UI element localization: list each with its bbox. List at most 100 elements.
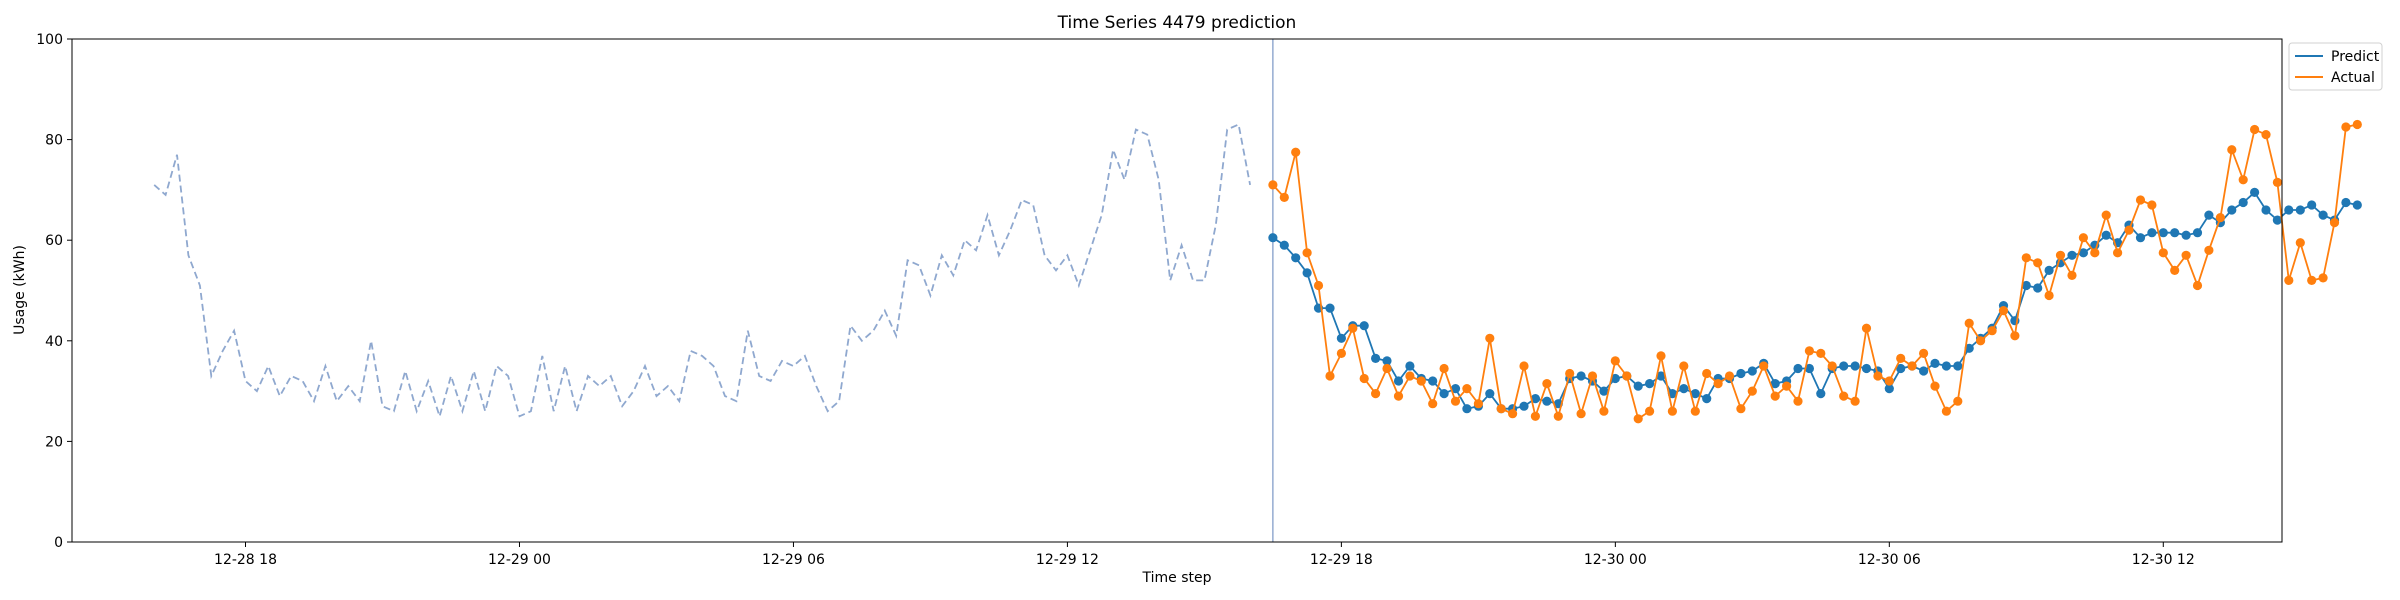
predict-point xyxy=(1325,303,1335,313)
predict-point xyxy=(1530,394,1540,404)
actual-point xyxy=(1941,406,1951,416)
predict-point xyxy=(1405,361,1415,371)
actual-point xyxy=(1496,404,1506,414)
actual-point xyxy=(2181,250,2191,260)
actual-point xyxy=(1633,414,1643,424)
predict-point xyxy=(1770,379,1780,389)
actual-point xyxy=(1679,361,1689,371)
actual-point xyxy=(1336,348,1346,358)
predict-point xyxy=(2021,280,2031,291)
actual-point xyxy=(1359,373,1369,384)
actual-point xyxy=(2295,238,2305,248)
x-tick-label: 12-29 12 xyxy=(1036,552,1099,568)
y-tick-label: 100 xyxy=(36,32,63,48)
actual-point xyxy=(1530,411,1540,421)
predict-point xyxy=(1462,404,1472,414)
chart-title: Time Series 4479 prediction xyxy=(1057,13,1297,33)
predict-point xyxy=(2181,230,2191,240)
actual-line xyxy=(1272,123,2358,421)
predict-point xyxy=(1941,361,1951,371)
actual-series xyxy=(1268,119,2362,424)
predict-point xyxy=(1896,363,1906,374)
actual-point xyxy=(1348,323,1358,333)
predict-point xyxy=(1450,384,1461,394)
actual-point xyxy=(1645,406,1655,416)
actual-point xyxy=(1610,356,1620,366)
actual-point xyxy=(2055,250,2066,260)
actual-point xyxy=(1667,406,1677,416)
predict-point xyxy=(2318,210,2328,220)
actual-point xyxy=(2352,119,2362,130)
actual-point xyxy=(1382,363,1392,374)
predict-point xyxy=(2135,233,2146,243)
actual-point xyxy=(1987,326,1997,336)
predict-point xyxy=(1302,268,1312,278)
actual-point xyxy=(1599,406,1609,416)
history-line xyxy=(153,123,1251,420)
predict-point xyxy=(2067,250,2077,260)
y-tick-label: 40 xyxy=(45,334,63,350)
actual-point xyxy=(1656,351,1666,361)
predict-point xyxy=(1645,379,1655,389)
predict-point xyxy=(1291,253,1301,263)
predict-point xyxy=(1804,363,1814,374)
actual-point xyxy=(1302,248,1312,258)
predict-point xyxy=(2284,205,2294,215)
predict-point xyxy=(2204,210,2214,220)
predict-point xyxy=(2272,215,2282,225)
actual-point xyxy=(2090,248,2100,258)
actual-point xyxy=(2227,145,2237,155)
predict-point xyxy=(2295,205,2305,215)
actual-point xyxy=(1508,409,1518,419)
predict-point xyxy=(2192,228,2203,238)
predict-point xyxy=(1850,361,1860,371)
actual-point xyxy=(2284,275,2294,285)
predict-point xyxy=(1747,366,1757,376)
actual-point xyxy=(2329,218,2340,228)
actual-point xyxy=(1919,348,1929,358)
actual-point xyxy=(1690,406,1700,416)
y-tick-label: 80 xyxy=(45,133,63,149)
actual-point xyxy=(2078,233,2088,243)
actual-point xyxy=(2192,280,2203,291)
actual-point xyxy=(1770,391,1780,401)
actual-point xyxy=(1576,409,1586,419)
predict-point xyxy=(1382,356,1392,366)
actual-point xyxy=(1416,376,1426,386)
predict-point xyxy=(2352,200,2362,210)
actual-point xyxy=(1930,381,1940,391)
predict-point xyxy=(2101,230,2111,240)
legend-frame xyxy=(2288,42,2383,91)
y-tick-label: 60 xyxy=(45,233,63,249)
actual-point xyxy=(2033,258,2043,268)
predict-point xyxy=(2238,197,2248,208)
actual-point xyxy=(2044,290,2054,301)
actual-point xyxy=(2147,200,2157,210)
actual-point xyxy=(1393,391,1404,401)
predict-series xyxy=(1268,187,2362,414)
legend-actual-label: Actual xyxy=(2331,70,2375,86)
predict-point xyxy=(1690,389,1700,399)
actual-point xyxy=(1325,371,1335,381)
actual-point xyxy=(2318,273,2328,283)
actual-point xyxy=(2307,275,2317,285)
actual-point xyxy=(1268,180,1278,190)
actual-point xyxy=(1998,306,2009,316)
y-tick-label: 20 xyxy=(45,434,63,450)
x-tick-label: 12-30 12 xyxy=(2132,552,2195,568)
predict-point xyxy=(1656,371,1666,381)
actual-point xyxy=(2113,248,2123,258)
predict-point xyxy=(1393,376,1404,386)
y-tick-label: 0 xyxy=(54,535,63,551)
actual-point xyxy=(1279,192,1289,202)
actual-point xyxy=(1405,371,1415,381)
predict-point xyxy=(1736,368,1746,379)
x-tick-label: 12-30 00 xyxy=(1584,552,1647,568)
x-tick-label: 12-30 06 xyxy=(1858,552,1921,568)
predict-point xyxy=(1576,371,1586,381)
predict-point xyxy=(1884,384,1894,394)
predict-point xyxy=(2044,265,2054,275)
actual-point xyxy=(2021,253,2031,263)
predict-point xyxy=(1679,384,1689,394)
actual-point xyxy=(2250,124,2260,135)
